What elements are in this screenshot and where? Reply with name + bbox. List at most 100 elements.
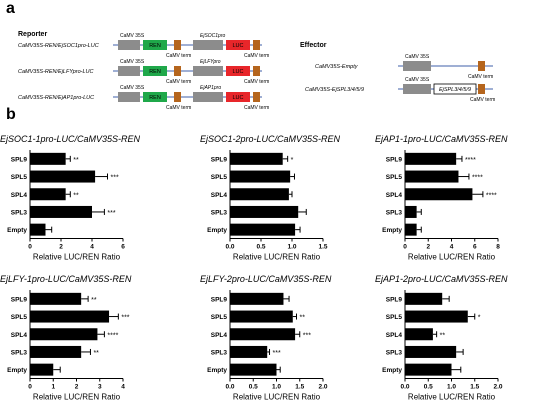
promoter-box xyxy=(118,40,140,50)
term-box xyxy=(478,84,485,94)
category-label: Empty xyxy=(207,367,227,374)
bar xyxy=(230,345,268,358)
chart-title: EjAP1-1pro-LUC/CaMV35S-REN xyxy=(375,134,508,144)
x-tick-label: 1.5 xyxy=(318,244,327,251)
chart: EjLFY-2pro-LUC/CaMV35S-REN SPL9 SPL5 ** SPL4… xyxy=(200,274,332,402)
bar xyxy=(30,188,66,201)
bar xyxy=(30,363,54,376)
category-label: Empty xyxy=(382,367,402,374)
promoter-label: CaMV 35S xyxy=(405,77,430,83)
construct-diagram: Reporter Effector CaMV35S-REN/EjSOC1pro-… xyxy=(18,31,495,110)
x-tick-label: 0.5 xyxy=(424,384,433,391)
bar xyxy=(405,170,459,183)
category-label: SPL4 xyxy=(386,332,403,339)
category-label: SPL3 xyxy=(11,349,28,356)
significance-label: ** xyxy=(73,157,79,164)
term-label: CaMV term xyxy=(244,105,269,110)
promoter-box xyxy=(193,66,223,76)
x-tick-label: 6 xyxy=(121,244,125,251)
bar xyxy=(230,328,296,341)
category-label: SPL3 xyxy=(11,209,28,216)
reporter-title: Reporter xyxy=(18,31,47,38)
ren-label: REN xyxy=(149,95,161,101)
x-tick-label: 1.0 xyxy=(447,384,456,391)
x-axis-label: Relative LUC/REN Ratio xyxy=(408,253,496,262)
term-box xyxy=(253,92,260,102)
bar xyxy=(405,205,417,218)
category-label: SPL4 xyxy=(386,192,403,199)
bar xyxy=(405,328,433,341)
luc-label: LUC xyxy=(232,95,243,101)
significance-label: **** xyxy=(472,175,483,182)
significance-label: *** xyxy=(107,210,115,217)
category-label: SPL9 xyxy=(11,156,28,163)
bar xyxy=(405,188,473,201)
x-tick-label: 2 xyxy=(426,244,430,251)
category-label: SPL5 xyxy=(11,314,28,321)
category-label: SPL3 xyxy=(211,349,228,356)
x-tick-label: 6 xyxy=(473,244,477,251)
bar xyxy=(230,292,284,305)
effector-label: CaMV35S-EjSPL3/4/5/9 xyxy=(305,87,364,93)
significance-label: **** xyxy=(107,332,118,339)
reporter-label: CaMV35S-REN/EjSOC1pro-LUC xyxy=(18,43,99,49)
luc-box xyxy=(226,66,250,76)
term-label: CaMV term xyxy=(244,53,269,59)
chart: EjLFY-1pro-LUC/CaMV35S-REN SPL9 ** SPL5 *** S… xyxy=(0,274,132,402)
significance-label: ** xyxy=(93,350,99,357)
effector-construct: CaMV35S-EjSPL3/4/5/9 EjSPL3/4/5/9 CaMV 35S… xyxy=(305,77,495,103)
significance-label: *** xyxy=(303,332,311,339)
chart: EjSOC1-2pro-LUC/CaMV35S-REN SPL9 * SPL5 SPL4… xyxy=(200,134,341,262)
bar xyxy=(30,205,92,218)
ren-box xyxy=(143,92,167,102)
bar xyxy=(230,310,293,323)
promoter-box xyxy=(193,92,223,102)
category-label: SPL5 xyxy=(386,174,403,181)
x-tick-label: 0 xyxy=(403,244,407,251)
x-tick-label: 1.0 xyxy=(272,384,281,391)
luc-label: LUC xyxy=(232,69,243,75)
effector-construct: CaMV35S-Empty CaMV 35S CaMV term xyxy=(315,54,493,80)
effector-label: CaMV35S-Empty xyxy=(315,64,359,70)
chart-title: EjLFY-1pro-LUC/CaMV35S-REN xyxy=(0,274,132,284)
panel-b-letter: b xyxy=(6,106,16,123)
term-box xyxy=(174,92,181,102)
ren-box xyxy=(143,66,167,76)
ren-label: REN xyxy=(149,69,161,75)
category-label: SPL5 xyxy=(11,174,28,181)
panel-a-letter: a xyxy=(6,0,15,17)
x-axis-label: Relative LUC/REN Ratio xyxy=(408,393,496,402)
category-label: SPL9 xyxy=(211,156,228,163)
luc-label: LUC xyxy=(232,43,243,49)
promoter-label: CaMV 35S xyxy=(120,85,145,91)
x-tick-label: 1 xyxy=(51,384,55,391)
significance-label: * xyxy=(478,315,481,322)
significance-label: *** xyxy=(121,315,129,322)
luc-box xyxy=(226,92,250,102)
significance-label: ** xyxy=(440,332,446,339)
category-label: SPL3 xyxy=(386,209,403,216)
x-tick-label: 0.0 xyxy=(400,384,409,391)
x-tick-label: 1.5 xyxy=(295,384,304,391)
x-tick-label: 0.5 xyxy=(256,244,265,251)
bar xyxy=(230,170,291,183)
significance-label: ** xyxy=(299,315,305,322)
bar xyxy=(30,310,110,323)
term-box xyxy=(478,61,485,71)
promoter-label: EjLFYpro xyxy=(200,59,221,65)
category-label: SPL5 xyxy=(211,314,228,321)
chart-title: EjSOC1-2pro-LUC/CaMV35S-REN xyxy=(200,134,341,144)
bar xyxy=(30,345,82,358)
promoter-box xyxy=(403,84,431,94)
bar xyxy=(405,345,457,358)
bar xyxy=(405,292,443,305)
significance-label: **** xyxy=(486,192,497,199)
category-label: SPL4 xyxy=(211,332,228,339)
category-label: SPL4 xyxy=(211,192,228,199)
bar xyxy=(230,223,296,236)
x-axis-label: Relative LUC/REN Ratio xyxy=(233,253,321,262)
term-label: CaMV term xyxy=(244,79,269,85)
reporter-label: CaMV35S-REN/EjLFYpro-LUC xyxy=(18,69,94,75)
promoter-box xyxy=(193,40,223,50)
